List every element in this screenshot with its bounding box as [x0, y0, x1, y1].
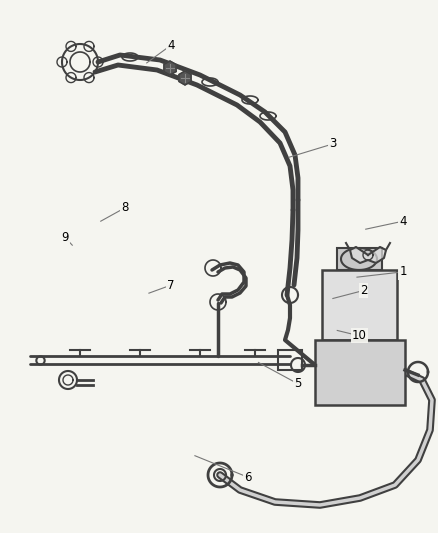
Bar [322, 270, 397, 340]
Text: 9: 9 [61, 231, 69, 244]
Bar [315, 340, 405, 405]
Bar [337, 248, 382, 270]
Text: 5: 5 [294, 377, 301, 390]
Text: 10: 10 [352, 329, 367, 342]
Text: 4: 4 [399, 215, 407, 228]
Text: 2: 2 [360, 284, 367, 297]
Text: 8: 8 [121, 201, 128, 214]
Text: 6: 6 [244, 471, 251, 483]
Text: 3: 3 [329, 138, 336, 150]
Polygon shape [350, 247, 386, 263]
Text: 7: 7 [167, 279, 175, 292]
Text: 4: 4 [167, 39, 175, 52]
Polygon shape [179, 71, 191, 85]
Bar [278, 350, 302, 370]
Polygon shape [164, 61, 176, 75]
Text: 1: 1 [399, 265, 407, 278]
